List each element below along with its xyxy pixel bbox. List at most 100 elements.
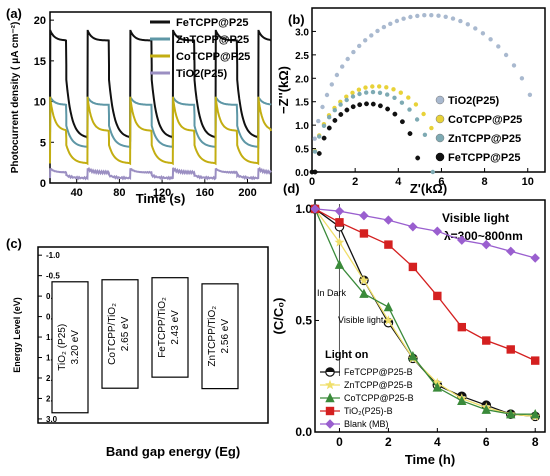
bar-value-label: 2.43 eV	[170, 310, 181, 345]
y-tick-label-d: 0.5	[295, 313, 312, 327]
series-line-a	[49, 166, 272, 181]
data-point-b	[370, 101, 376, 107]
data-point-b	[324, 92, 330, 98]
data-point-b	[385, 92, 390, 97]
data-point-b	[320, 104, 325, 110]
plot-frame-c	[37, 246, 269, 424]
x-tick-label-b: 2	[352, 176, 358, 188]
annotation-in-dark: In Dark	[317, 288, 347, 298]
data-point-b	[414, 117, 420, 122]
data-point-d	[481, 239, 491, 250]
data-point-b	[527, 92, 533, 98]
data-point-b	[450, 16, 456, 21]
panel-a: (a) 40 80 120 160 200 0 5 10 15 20 Time (s) Photocur…	[6, 6, 272, 206]
data-point-d	[359, 229, 369, 238]
x-tick-label-d: 4	[434, 435, 441, 449]
data-point-b	[351, 49, 356, 55]
plot-frame-b	[311, 7, 546, 173]
legend-label-d: Blank (MB)	[344, 419, 389, 429]
y-axis-label-b: −Z''(kΩ)	[276, 66, 291, 114]
y-tick-label-b: 1.5	[295, 98, 309, 109]
data-point-b	[332, 118, 338, 123]
x-tick-label-d: 0	[336, 435, 343, 449]
data-point-b	[321, 123, 327, 128]
data-point-b	[465, 22, 470, 27]
data-point-b	[473, 26, 478, 31]
data-point-b	[388, 21, 393, 26]
data-point-b	[370, 84, 375, 89]
legend-label-a: TiO2(P25)	[176, 68, 227, 80]
annotation-wavelength: λ=300~800nm	[444, 229, 523, 243]
legend-marker-b	[435, 95, 445, 105]
data-point-b	[421, 111, 426, 117]
x-axis-label-a: Time (s)	[136, 191, 186, 206]
data-point-b	[385, 106, 390, 112]
data-point-b	[345, 56, 350, 62]
data-point-d	[506, 408, 516, 419]
data-point-d	[384, 240, 393, 249]
bar-value-label: 2.56 eV	[220, 319, 231, 354]
legend-label-a: ZnTCPP@P25	[176, 34, 249, 46]
y-tick-label-b: 0.0	[295, 168, 309, 179]
series-line-d	[314, 208, 536, 259]
data-point-b	[458, 18, 463, 24]
data-point-b	[316, 118, 321, 124]
data-point-b	[364, 101, 369, 107]
x-tick-label-a: 120	[153, 187, 171, 199]
x-tick-label-a: 40	[71, 187, 83, 199]
panel-label-a: (a)	[6, 6, 22, 21]
y-tick-label-c: -0.5	[46, 272, 60, 281]
data-point-d	[334, 259, 345, 269]
data-point-b	[392, 95, 397, 101]
y-tick-label-a: 15	[34, 56, 46, 68]
x-axis-label-d: Time (h)	[405, 452, 455, 467]
legend-marker-b	[435, 114, 445, 124]
x-tick-label-d: 8	[532, 435, 539, 449]
data-point-d	[457, 235, 467, 245]
data-point-b	[317, 134, 322, 139]
data-point-b	[406, 95, 411, 100]
legend-label-d: CoTCPP@P25-B	[344, 393, 414, 403]
bar-name-label: TiO₂ (P25)	[57, 324, 68, 371]
annotation-visible-light: Visible light	[442, 211, 509, 225]
legend-label-d: TiO₂(P25)-B	[344, 406, 393, 416]
panel-label-b: (b)	[288, 12, 305, 27]
data-point-b	[344, 94, 349, 99]
data-point-b	[377, 84, 382, 89]
bar-name-label: FeTCPP/TiO₂	[157, 297, 168, 358]
y-tick-label-c: -1.0	[46, 251, 60, 260]
data-point-b	[407, 131, 413, 137]
data-point-d	[335, 218, 344, 227]
data-point-b	[443, 14, 448, 19]
data-point-d	[325, 367, 335, 372]
legend-label-b: FeTCPP@P25	[448, 152, 520, 164]
x-tick-label-b: 4	[395, 176, 402, 188]
data-point-d	[531, 356, 540, 365]
panel-label-c: (c)	[6, 236, 22, 251]
bar-value-label: 2.65 eV	[120, 316, 131, 351]
data-point-d	[481, 404, 491, 414]
data-point-d	[457, 322, 467, 332]
y-tick-label-b: 3.0	[295, 27, 309, 38]
data-point-d	[325, 392, 335, 403]
data-point-b	[429, 125, 434, 131]
data-point-d	[408, 262, 418, 272]
data-point-b	[429, 13, 434, 18]
data-point-b	[392, 111, 398, 117]
data-point-b	[511, 63, 517, 68]
panel-label-d: (d)	[283, 181, 300, 196]
data-point-b	[340, 64, 345, 69]
data-point-d	[383, 301, 394, 312]
x-tick-label-a: 80	[113, 187, 125, 199]
data-point-d	[408, 350, 418, 361]
series-line-d	[314, 208, 536, 362]
data-point-b	[415, 13, 420, 19]
data-point-b	[321, 135, 327, 141]
data-point-d	[359, 288, 369, 298]
x-tick-label-d: 2	[385, 435, 392, 449]
data-point-b	[350, 90, 355, 96]
x-tick-label-a: 200	[238, 187, 256, 199]
y-tick-label-a: 0	[40, 178, 46, 190]
y-tick-label-d: 0.0	[295, 425, 312, 439]
